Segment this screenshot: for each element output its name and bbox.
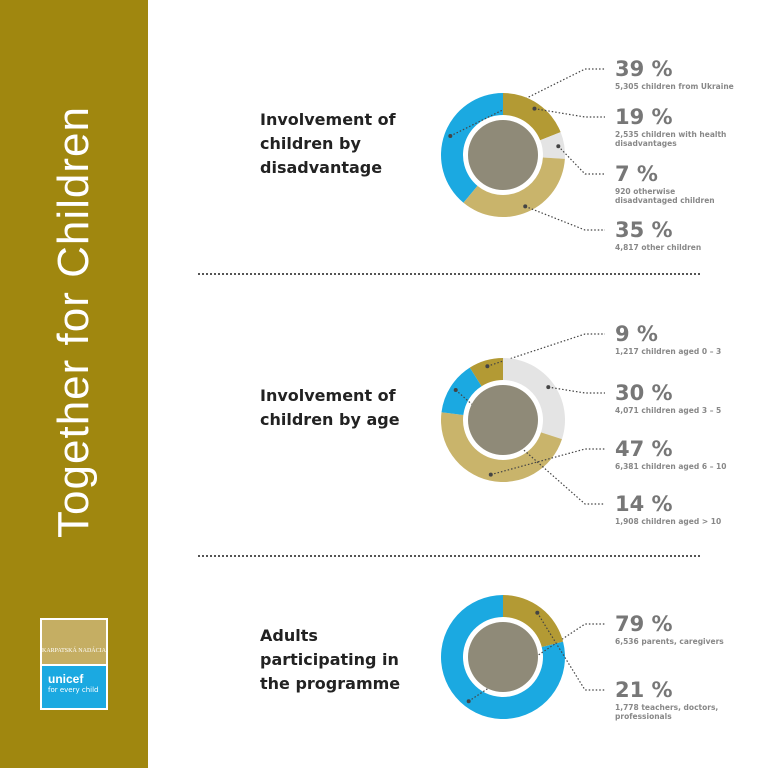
leader-dot — [485, 364, 490, 369]
donut-segment — [441, 595, 565, 719]
leader-dot — [466, 699, 471, 704]
category-label: 4,817 other children — [615, 243, 702, 252]
donut-segment — [503, 93, 561, 141]
leader-dot — [523, 204, 528, 209]
photo — [468, 622, 538, 692]
donut-segment — [469, 358, 503, 387]
category-label: 1,217 children aged 0 – 3 — [615, 347, 722, 356]
value-label: 35 % — [615, 218, 673, 242]
photo — [468, 385, 538, 455]
unicef-tagline: for every child — [48, 686, 99, 694]
separator — [198, 273, 700, 275]
value-label: 14 % — [615, 492, 673, 516]
donut-segment — [441, 93, 503, 203]
value-label: 19 % — [615, 105, 673, 129]
category-label: 2,535 children with health disadvantages — [615, 130, 727, 148]
category-label: 1,908 children aged > 10 — [615, 517, 722, 526]
separator — [198, 555, 700, 557]
category-label: 920 otherwise disadvantaged children — [615, 187, 715, 205]
category-label: 6,381 children aged 6 – 10 — [615, 462, 727, 471]
chart-title: Involvement of children by age — [260, 386, 400, 429]
sidebar: Together for Children KARPATSKÁ NADÁCIA … — [0, 0, 148, 768]
donut-segment — [503, 595, 564, 648]
photo — [468, 120, 538, 190]
category-label: 1,778 teachers, doctors, professionals — [615, 703, 719, 721]
value-label: 7 % — [615, 162, 658, 186]
leader-dot — [532, 106, 537, 111]
donut-segment — [540, 132, 565, 159]
donut-segment — [441, 412, 562, 483]
leader-line — [557, 145, 605, 175]
chart-title: Involvement of children by disadvantage — [260, 110, 396, 177]
chart-title: Adults participating in the programme — [260, 626, 401, 693]
value-label: 21 % — [615, 678, 673, 702]
leader-dot — [448, 134, 453, 139]
category-label: 5,305 children from Ukraine — [615, 82, 734, 91]
leader-line — [450, 68, 605, 137]
donut-segment — [503, 358, 565, 440]
foundation-logo: KARPATSKÁ NADÁCIA — [40, 618, 108, 666]
donut-segment — [463, 157, 565, 218]
unicef-logo: unicef for every child — [40, 666, 108, 710]
value-label: 9 % — [615, 322, 658, 346]
value-label: 79 % — [615, 612, 673, 636]
leader-dot — [546, 385, 551, 390]
value-label: 47 % — [615, 437, 673, 461]
leader-dot — [556, 144, 561, 149]
leader-line — [490, 448, 605, 476]
category-label: 4,071 children aged 3 – 5 — [615, 406, 722, 415]
leader-dot — [488, 472, 493, 477]
leader-line — [487, 333, 605, 367]
leader-line — [525, 205, 605, 231]
donut-segment — [441, 367, 482, 415]
unicef-name: unicef — [48, 672, 84, 686]
value-label: 39 % — [615, 57, 673, 81]
leader-dot — [535, 610, 540, 615]
category-label: 6,536 parents, caregivers — [615, 637, 724, 646]
leader-dot — [453, 387, 458, 392]
value-label: 30 % — [615, 381, 673, 405]
